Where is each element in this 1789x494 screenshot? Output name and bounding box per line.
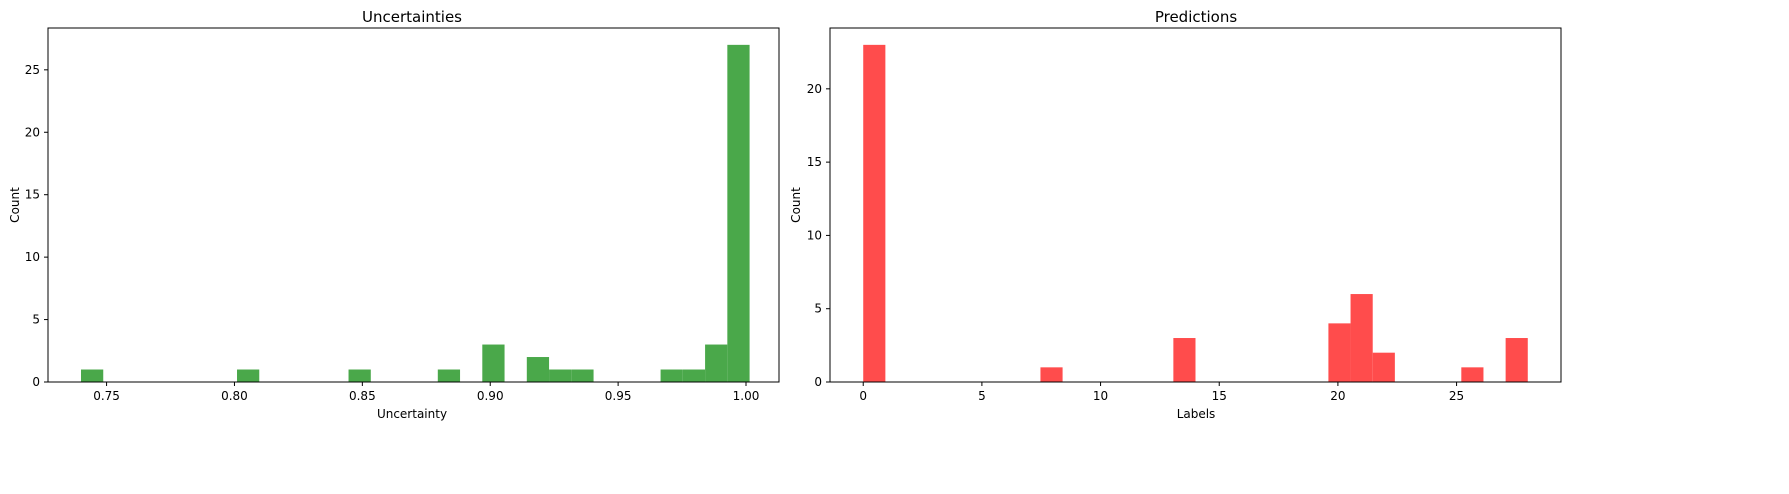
x-tick-label: 0.85 — [349, 389, 376, 403]
y-tick-label: 0 — [32, 375, 40, 389]
chart-title: Predictions — [1155, 8, 1238, 26]
histogram-bar — [571, 369, 594, 382]
histogram-bar — [526, 357, 550, 382]
x-tick-label: 10 — [1093, 389, 1108, 403]
histogram-bar — [1505, 338, 1528, 382]
histogram-bar — [1372, 352, 1395, 382]
histogram-bar — [348, 369, 371, 382]
x-tick-label: 0.90 — [477, 389, 504, 403]
histogram-bar — [863, 44, 886, 382]
x-tick-label: 15 — [1212, 389, 1227, 403]
chart-title: Uncertainties — [362, 8, 462, 26]
x-tick-label: 20 — [1330, 389, 1345, 403]
axes-frame — [47, 27, 780, 383]
y-axis-label: Count — [8, 187, 22, 223]
predictions-chart: Predictions Labels Count 0 5 10 15 20 25 0 5 10 1… — [789, 8, 1562, 421]
histogram-bar — [1040, 367, 1063, 382]
x-tick-label: 0.95 — [605, 389, 632, 403]
y-tick-label: 25 — [25, 63, 40, 77]
axes-frame — [829, 27, 1562, 383]
histogram-bar — [660, 369, 683, 382]
histogram-bar — [1461, 367, 1484, 382]
histogram-bar — [1350, 294, 1373, 382]
y-tick-label: 10 — [25, 250, 40, 264]
histogram-bar — [437, 369, 461, 382]
x-tick-label: 0.75 — [93, 389, 120, 403]
histogram-bar — [727, 44, 750, 382]
y-tick-label: 20 — [25, 125, 40, 139]
y-tick-label: 0 — [814, 375, 822, 389]
y-tick-label: 10 — [807, 228, 822, 242]
y-tick-label: 15 — [807, 155, 822, 169]
x-tick-label: 25 — [1449, 389, 1464, 403]
y-axis-label: Count — [789, 187, 803, 223]
histogram-bar — [80, 369, 104, 382]
x-tick-label: 1.00 — [733, 389, 760, 403]
histogram-bar — [549, 369, 572, 382]
y-tick-label: 20 — [807, 82, 822, 96]
y-tick-label: 15 — [25, 188, 40, 202]
histogram-bar — [705, 344, 728, 382]
histogram-bar — [237, 369, 260, 382]
x-tick-label: 0.80 — [221, 389, 248, 403]
y-tick-label: 5 — [32, 313, 40, 327]
histogram-bar — [1328, 323, 1351, 382]
x-tick-label: 5 — [978, 389, 986, 403]
uncertainties-chart: Uncertainties Uncertainty Count 0.75 0.80… — [8, 8, 780, 421]
x-tick-label: 0 — [859, 389, 867, 403]
histogram-bar — [482, 344, 505, 382]
y-tick-label: 5 — [814, 302, 822, 316]
histogram-bar — [1173, 338, 1196, 382]
histogram-bar — [682, 369, 706, 382]
x-axis-label: Uncertainty — [377, 407, 447, 421]
x-axis-label: Labels — [1177, 407, 1216, 421]
